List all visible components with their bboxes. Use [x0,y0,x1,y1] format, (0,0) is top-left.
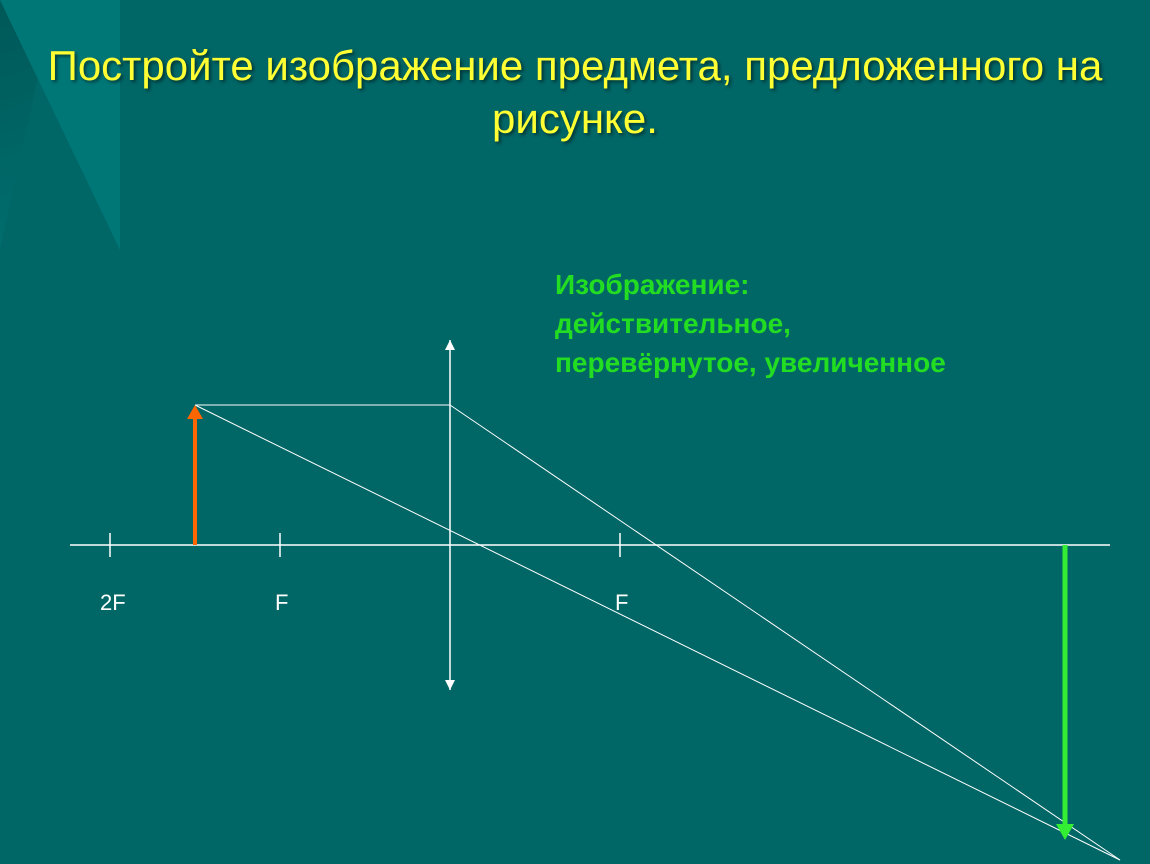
focal-label: 2F [100,590,126,616]
focal-label: F [275,590,288,616]
light-ray [450,405,1120,860]
optics-diagram [0,0,1150,864]
light-ray [195,405,1120,860]
focal-label: F [615,590,628,616]
